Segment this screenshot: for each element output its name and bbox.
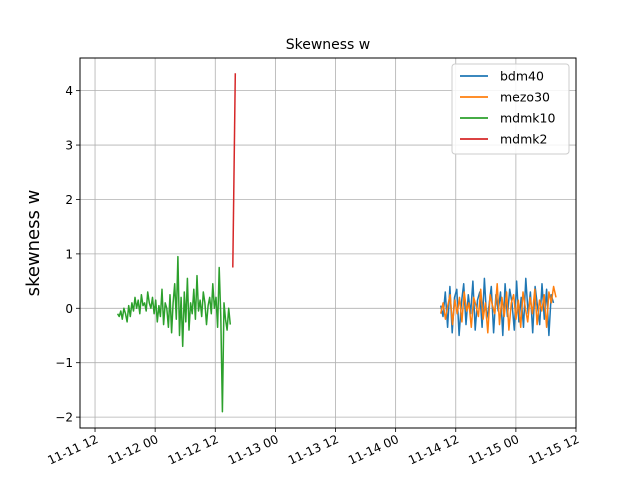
y-tick-label: −1: [55, 356, 73, 370]
x-tick-label: 11-12 00: [106, 432, 161, 467]
x-tick-label: 11-15 00: [466, 432, 521, 467]
legend-box: [451, 63, 570, 155]
legend-label-mdmk2: mdmk2: [500, 132, 547, 147]
y-tick-label: 0: [65, 302, 73, 316]
legend-label-mdmk10: mdmk10: [500, 111, 555, 126]
x-tick-label: 11-14 00: [346, 432, 401, 467]
x-tick-label: 11-12 12: [166, 432, 221, 467]
series-line-mezo30: [439, 283, 557, 334]
x-axis: 11-11 12 11-12 00 11-12 12 11-13 00 11-13 12…: [45, 428, 581, 468]
y-tick-label: 4: [65, 84, 73, 98]
x-tick-label: 11-11 12: [45, 432, 100, 467]
legend-label-mezo30: mezo30: [500, 90, 550, 105]
series-layer: [116, 73, 557, 413]
y-tick-label: 2: [65, 193, 73, 207]
y-tick-label: 3: [65, 139, 73, 153]
x-tick-label: 11-13 00: [226, 432, 281, 467]
series-line-mdmk2: [232, 73, 237, 268]
x-tick-label: 11-14 12: [406, 432, 461, 467]
y-axis: −2 −1 0 1 2 3 4: [55, 84, 80, 425]
x-tick-label: 11-15 12: [526, 432, 581, 467]
legend-label-bdm40: bdm40: [500, 69, 544, 84]
legend: bdm40 mezo30 mdmk10 mdmk2: [451, 63, 570, 155]
chart-title: Skewness w: [286, 37, 371, 53]
y-tick-label: −2: [55, 411, 73, 425]
x-tick-label: 11-13 12: [286, 432, 341, 467]
plot-area-frame: [79, 57, 577, 429]
y-axis-label: skewness w: [23, 190, 44, 297]
y-tick-label: 1: [65, 247, 73, 261]
series-line-mdmk10: [116, 255, 232, 413]
